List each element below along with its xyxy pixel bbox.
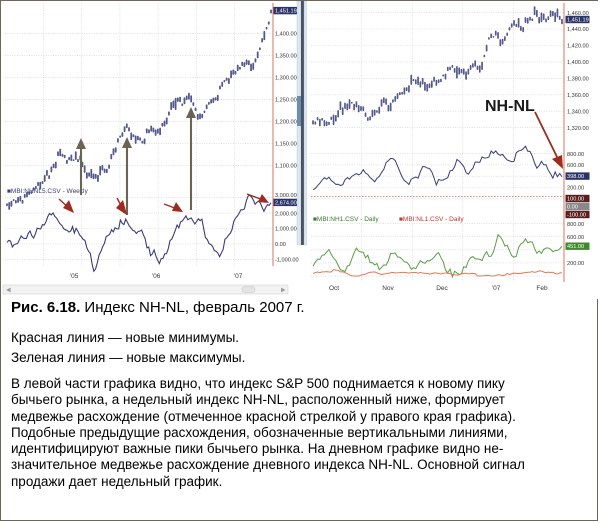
svg-text:600.00: 600.00 bbox=[567, 235, 584, 241]
svg-text:▶: ▶ bbox=[281, 287, 286, 293]
svg-text:1,300.00: 1,300.00 bbox=[275, 76, 297, 82]
svg-text:Oct: Oct bbox=[329, 285, 339, 292]
svg-text:1,440.00: 1,440.00 bbox=[567, 27, 589, 33]
svg-text:2,674.00: 2,674.00 bbox=[275, 200, 297, 206]
svg-text:’07: ’07 bbox=[492, 285, 501, 292]
svg-text:800.00: 800.00 bbox=[567, 222, 584, 228]
svg-text:0.00: 0.00 bbox=[567, 205, 578, 211]
svg-text:2,000.00: 2,000.00 bbox=[275, 211, 297, 217]
svg-text:’05: ’05 bbox=[70, 273, 79, 280]
svg-text:’06: ’06 bbox=[152, 273, 161, 280]
svg-text:1,150.00: 1,150.00 bbox=[275, 142, 297, 148]
svg-text:1,400.00: 1,400.00 bbox=[275, 32, 297, 38]
svg-text:1,200.00: 1,200.00 bbox=[275, 120, 297, 126]
svg-text:200.00: 200.00 bbox=[567, 186, 584, 192]
svg-text:1,100.00: 1,100.00 bbox=[275, 164, 297, 170]
svg-text:1,250.00: 1,250.00 bbox=[275, 98, 297, 104]
svg-text:■MBI:NL1.CSV - Daily: ■MBI:NL1.CSV - Daily bbox=[399, 216, 464, 223]
svg-text:1,420.00: 1,420.00 bbox=[567, 44, 589, 50]
svg-text:NH-NL: NH-NL bbox=[485, 98, 535, 115]
svg-text:1,340.00: 1,340.00 bbox=[567, 109, 589, 115]
svg-text:200.00: 200.00 bbox=[567, 261, 584, 267]
svg-text:■MBI:NHNL5.CSV - Weekly: ■MBI:NHNL5.CSV - Weekly bbox=[7, 188, 88, 195]
svg-text:■MBI:NH1.CSV - Daily: ■MBI:NH1.CSV - Daily bbox=[313, 216, 379, 223]
svg-text:1,350.00: 1,350.00 bbox=[275, 54, 297, 60]
svg-text:’07: ’07 bbox=[234, 273, 243, 280]
svg-text:-1,000.00: -1,000.00 bbox=[275, 258, 299, 264]
svg-text:1,000.00: 1,000.00 bbox=[275, 227, 297, 233]
svg-text:1,360.00: 1,360.00 bbox=[567, 93, 589, 99]
svg-text:398.00: 398.00 bbox=[567, 174, 584, 180]
svg-text:Nov: Nov bbox=[382, 285, 394, 292]
svg-text:1,400.00: 1,400.00 bbox=[567, 60, 589, 66]
svg-text:3,000.00: 3,000.00 bbox=[275, 193, 297, 199]
svg-text:1,451.19: 1,451.19 bbox=[567, 18, 589, 24]
svg-text:1,320.00: 1,320.00 bbox=[567, 126, 589, 132]
svg-text:451.00: 451.00 bbox=[567, 244, 584, 250]
svg-text:◀: ◀ bbox=[6, 287, 11, 293]
svg-text:Feb: Feb bbox=[536, 285, 548, 292]
svg-text:-100.00: -100.00 bbox=[567, 213, 586, 219]
svg-text:0.00: 0.00 bbox=[275, 242, 286, 248]
svg-text:800.00: 800.00 bbox=[567, 152, 584, 158]
svg-text:600.00: 600.00 bbox=[567, 163, 584, 169]
svg-text:1,380.00: 1,380.00 bbox=[567, 77, 589, 83]
svg-text:100.00: 100.00 bbox=[567, 197, 584, 203]
svg-text:1,451.19: 1,451.19 bbox=[275, 9, 297, 15]
svg-text:Dec: Dec bbox=[436, 285, 448, 292]
